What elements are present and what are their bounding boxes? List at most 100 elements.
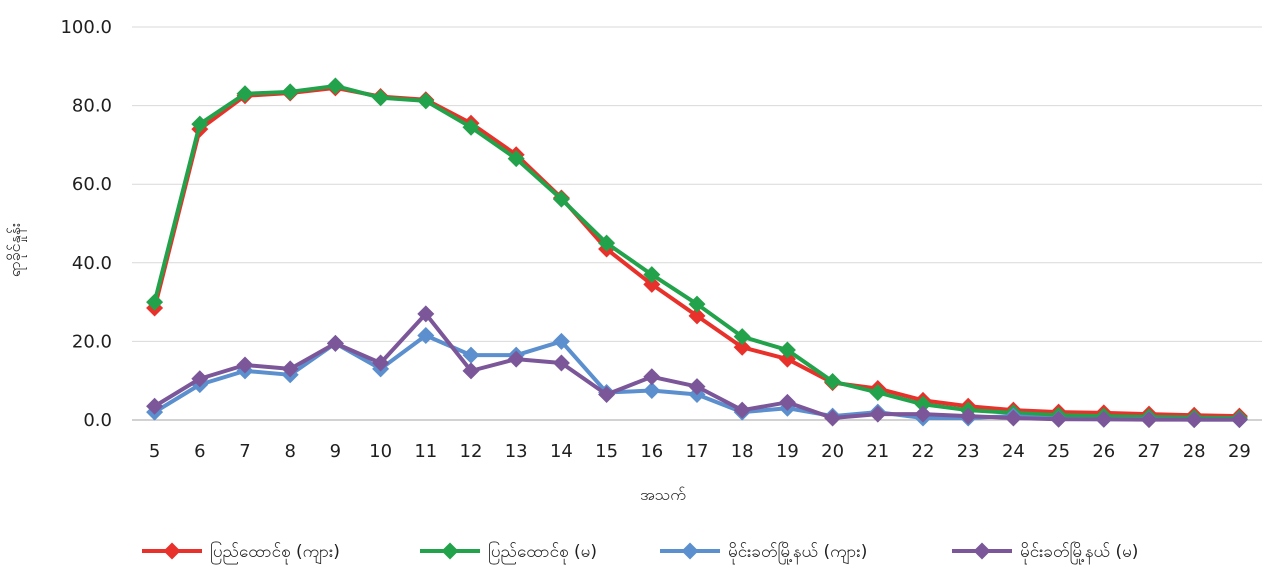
series-group xyxy=(146,77,1248,429)
x-tick-label: 15 xyxy=(595,441,618,462)
data-point xyxy=(552,354,570,372)
data-point xyxy=(598,234,616,252)
x-tick-label: 27 xyxy=(1138,441,1161,462)
x-tick-label: 18 xyxy=(731,441,754,462)
data-point xyxy=(236,85,254,103)
data-point xyxy=(643,368,661,386)
data-point xyxy=(552,190,570,208)
x-tick-label: 13 xyxy=(505,441,528,462)
data-point xyxy=(824,409,842,427)
x-tick-label: 20 xyxy=(821,441,844,462)
x-tick-label: 24 xyxy=(1002,441,1025,462)
x-tick-label: 9 xyxy=(330,441,341,462)
data-point xyxy=(1185,411,1203,429)
legend-label: ပြည်ထောင်စု (ကျား) xyxy=(210,540,340,565)
x-tick-label: 19 xyxy=(776,441,799,462)
data-point xyxy=(869,405,887,423)
x-tick-label: 21 xyxy=(866,441,889,462)
data-point xyxy=(733,401,751,419)
data-point xyxy=(552,332,570,350)
data-point xyxy=(507,350,525,368)
data-point xyxy=(326,77,344,95)
data-point xyxy=(191,370,209,388)
x-tick-label: 28 xyxy=(1183,441,1206,462)
series-line xyxy=(153,311,1240,422)
series-2 xyxy=(146,77,1248,427)
data-point xyxy=(281,83,299,101)
series-line xyxy=(152,85,1240,419)
data-point xyxy=(914,395,932,413)
data-point xyxy=(1050,410,1068,428)
data-point xyxy=(688,378,706,396)
y-tick-label: 40.0 xyxy=(72,253,112,274)
x-tick-label: 16 xyxy=(640,441,663,462)
legend-item: မိုင်းခတ်မြို့နယ် (မ) xyxy=(952,540,1138,565)
x-tick-label: 29 xyxy=(1228,441,1251,462)
data-point xyxy=(959,407,977,425)
y-tick-label: 100.0 xyxy=(60,17,112,38)
y-tick-label: 20.0 xyxy=(72,331,112,352)
legend-swatch-marker xyxy=(973,542,991,560)
data-point xyxy=(462,362,480,380)
x-axis-title: အသက် xyxy=(640,485,686,504)
x-tick-label: 26 xyxy=(1092,441,1115,462)
legend-swatch-marker xyxy=(163,542,181,560)
data-point xyxy=(191,115,209,133)
data-point xyxy=(417,327,435,345)
data-point xyxy=(688,295,706,313)
legend-item: ပြည်ထောင်စု (ကျား) xyxy=(142,540,340,565)
data-point xyxy=(1140,411,1158,429)
x-axis-tick-labels: 5 6 7 8 9 10 11 12 13 14 15 16 17 18 19 20 21 22 23 24 25 26 2… xyxy=(149,441,1251,462)
x-tick-label: 7 xyxy=(239,441,250,462)
legend-swatch-marker xyxy=(441,542,459,560)
data-point xyxy=(281,360,299,378)
x-tick-label: 10 xyxy=(369,441,392,462)
data-point xyxy=(146,293,164,311)
data-point xyxy=(914,405,932,423)
legend: ပြည်ထောင်စု (ကျား) ပြည်ထောင်စု (မ) မိုင်းခ… xyxy=(142,540,1138,565)
data-point xyxy=(146,397,164,415)
x-tick-label: 22 xyxy=(912,441,935,462)
data-point xyxy=(643,266,661,284)
series-line xyxy=(152,83,1240,421)
y-axis-tick-labels: 0.0 20.0 40.0 60.0 80.0 100.0 xyxy=(60,17,112,431)
data-point xyxy=(326,334,344,352)
x-tick-label: 17 xyxy=(686,441,709,462)
data-point xyxy=(462,346,480,364)
y-tick-label: 80.0 xyxy=(72,96,112,117)
data-point xyxy=(417,92,435,110)
y-tick-label: 0.0 xyxy=(83,410,112,431)
x-tick-label: 12 xyxy=(460,441,483,462)
x-tick-label: 8 xyxy=(284,441,295,462)
series-4 xyxy=(146,305,1248,429)
data-point xyxy=(372,89,390,107)
legend-swatch-marker xyxy=(681,542,699,560)
x-tick-label: 23 xyxy=(957,441,980,462)
data-point xyxy=(869,383,887,401)
data-point xyxy=(733,328,751,346)
data-point xyxy=(778,393,796,411)
data-point xyxy=(1095,410,1113,428)
data-point xyxy=(643,382,661,400)
data-point xyxy=(688,307,706,325)
data-point xyxy=(824,372,842,390)
data-point xyxy=(778,341,796,359)
x-tick-label: 11 xyxy=(414,441,437,462)
x-tick-label: 6 xyxy=(194,441,205,462)
data-point xyxy=(733,338,751,356)
data-point xyxy=(372,354,390,372)
gridlines xyxy=(132,26,1262,342)
legend-item: မိုင်းခတ်မြို့နယ် (ကျား) xyxy=(660,540,867,565)
y-axis-title: ရာခိုင်နှုန်း xyxy=(5,223,27,277)
legend-label: ပြည်ထောင်စု (မ) xyxy=(488,540,597,565)
data-point xyxy=(507,150,525,168)
data-point xyxy=(417,305,435,323)
series-line xyxy=(153,333,1240,422)
legend-item: ပြည်ထောင်စု (မ) xyxy=(420,540,597,565)
data-point xyxy=(598,385,616,403)
data-point xyxy=(236,356,254,374)
data-point xyxy=(1004,409,1022,427)
series-1 xyxy=(146,79,1248,425)
data-point xyxy=(1230,411,1248,429)
x-tick-label: 5 xyxy=(149,441,160,462)
